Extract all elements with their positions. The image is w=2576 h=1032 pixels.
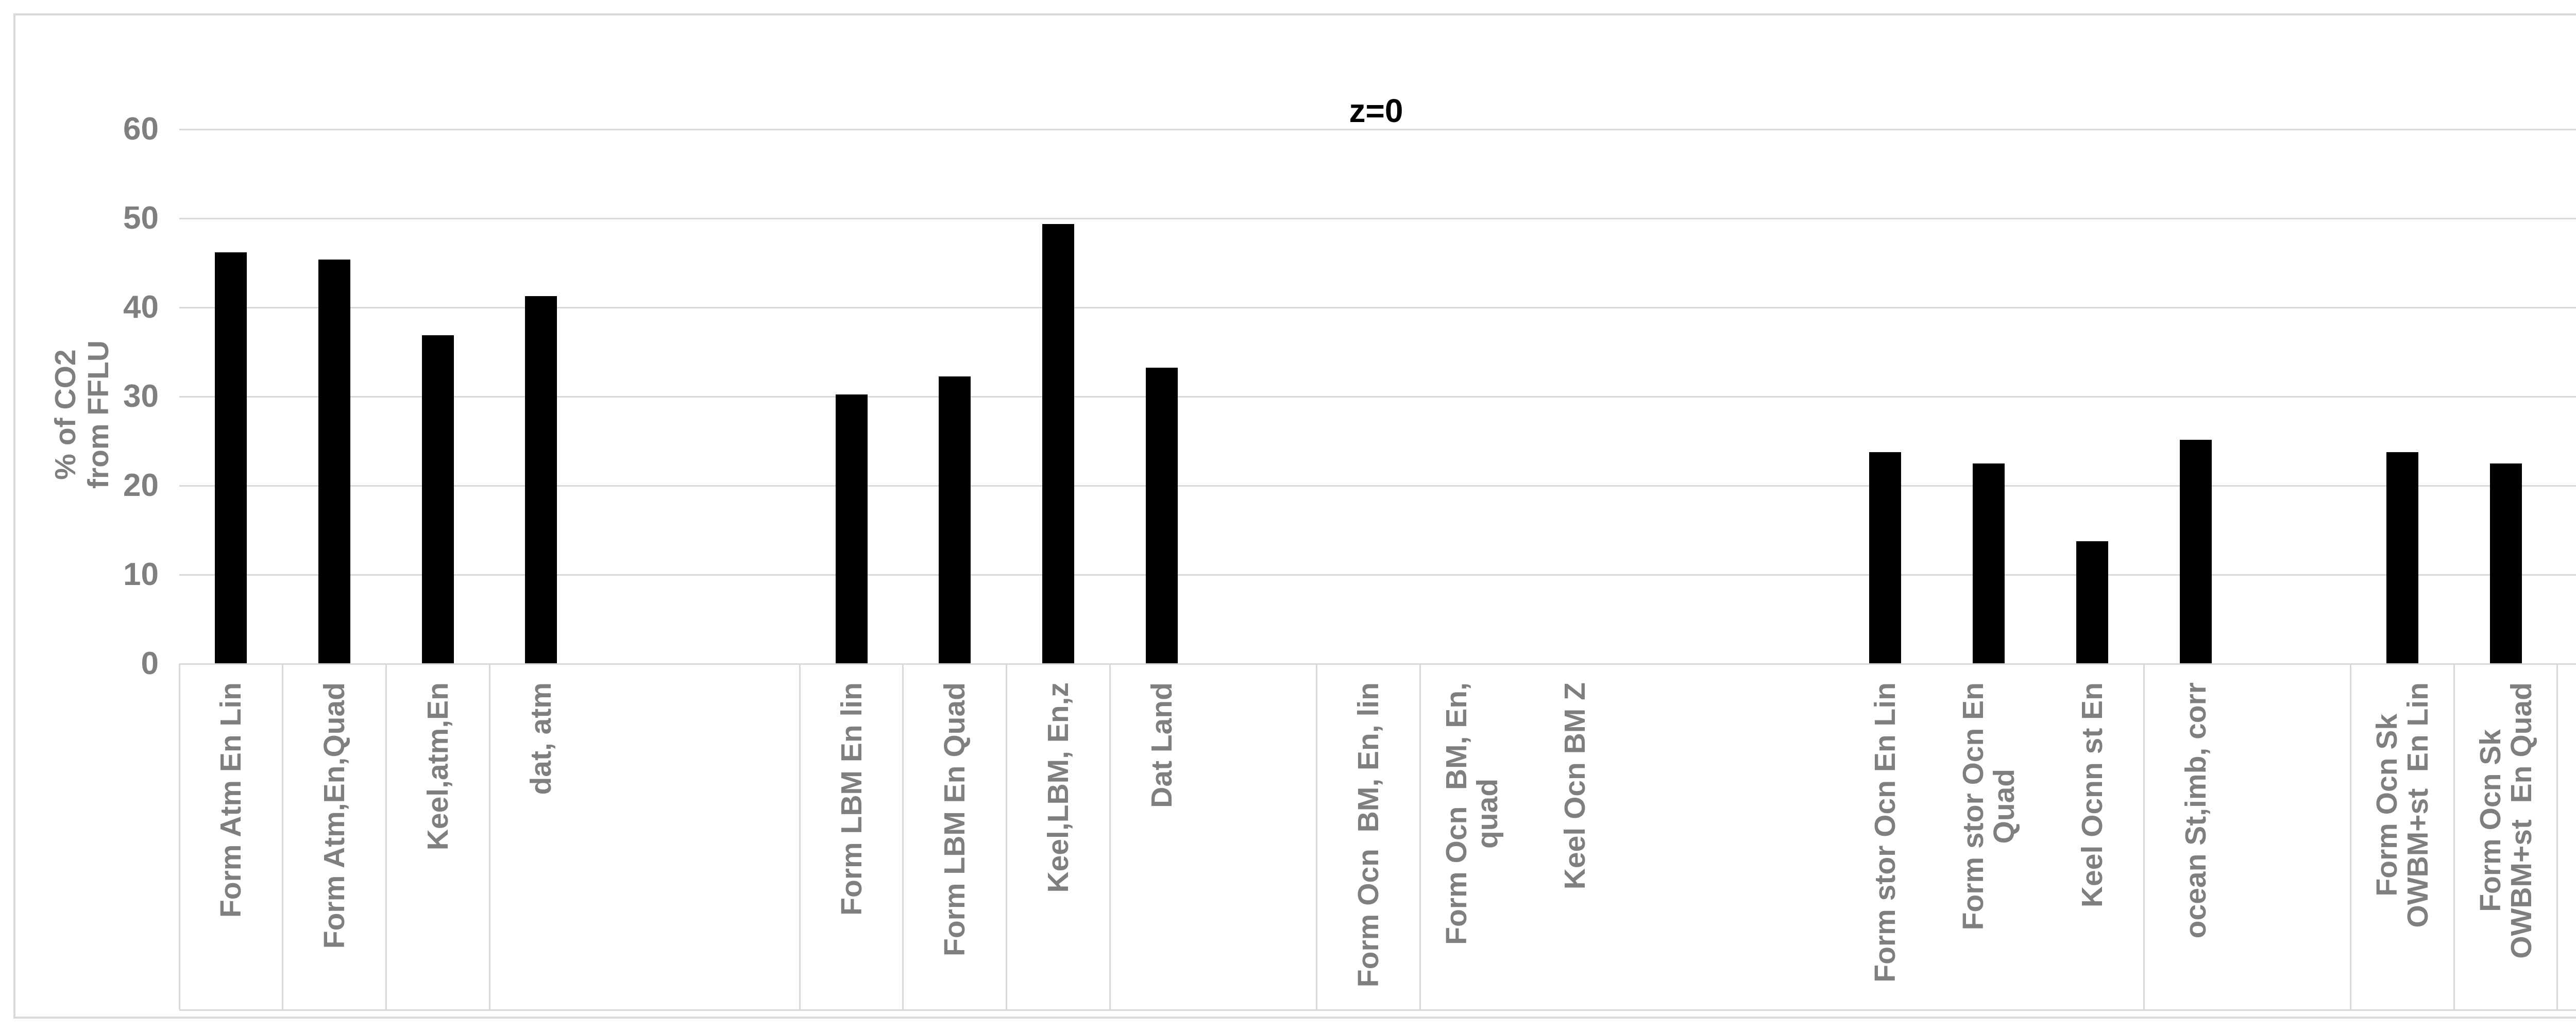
bar bbox=[2179, 439, 2212, 663]
chart-border bbox=[13, 13, 2576, 1019]
gridline bbox=[179, 128, 2576, 130]
y-tick-label: 50 bbox=[123, 200, 159, 236]
category-separator-line bbox=[385, 664, 387, 1009]
category-separator-line bbox=[1419, 664, 1421, 1009]
bar bbox=[939, 376, 971, 663]
category-separator-line bbox=[488, 664, 490, 1009]
gridline bbox=[179, 395, 2576, 398]
category-label: Form Ocn Sk OWBM+st En Quad bbox=[2473, 682, 2538, 959]
category-separator-line bbox=[902, 664, 904, 1009]
category-label: Form LBM En Quad bbox=[938, 682, 972, 956]
bar bbox=[1042, 224, 1074, 663]
chart-title: z=0 bbox=[1349, 92, 1403, 129]
bar bbox=[2076, 541, 2108, 663]
category-separator-line bbox=[2453, 664, 2455, 1009]
bar bbox=[525, 296, 557, 663]
y-tick-label: 10 bbox=[123, 557, 159, 592]
category-label: Form Atm,En,Quad bbox=[318, 682, 351, 949]
gridline bbox=[179, 485, 2576, 487]
bar bbox=[835, 394, 868, 663]
y-tick-label: 40 bbox=[123, 289, 159, 325]
category-label: Keel Ocn BM Z bbox=[1558, 682, 1592, 890]
bar bbox=[2489, 463, 2522, 663]
category-label: Form stor Ocn En Quad bbox=[1957, 682, 2021, 931]
category-separator-line bbox=[2556, 664, 2558, 1009]
category-label: Keel,LBM, En,z bbox=[1041, 682, 1075, 893]
y-tick-label: 20 bbox=[123, 468, 159, 503]
x-axis-line bbox=[179, 663, 2576, 665]
bar bbox=[1145, 367, 1178, 663]
gridline bbox=[179, 306, 2576, 308]
y-tick-label: 60 bbox=[123, 111, 159, 147]
bar bbox=[2386, 452, 2418, 663]
category-label: Form LBM En lin bbox=[835, 682, 868, 916]
category-separator-line bbox=[2350, 664, 2352, 1009]
category-label: Keel,atm,En bbox=[421, 682, 454, 851]
category-label: dat, atm bbox=[524, 682, 558, 795]
bar bbox=[1973, 463, 2005, 663]
category-separator-line bbox=[1006, 664, 1008, 1009]
bar bbox=[1869, 452, 1902, 663]
category-separator-line bbox=[282, 664, 284, 1009]
category-label: Form Ocn BM, En, quad bbox=[1439, 682, 1504, 945]
bar bbox=[421, 335, 454, 663]
category-label: Form Atm En Lin bbox=[214, 682, 248, 918]
gridline bbox=[179, 217, 2576, 219]
category-label: Dat Land bbox=[1145, 682, 1178, 808]
category-separator-line bbox=[799, 664, 801, 1009]
category-separator-line bbox=[178, 664, 180, 1009]
category-label: Form Ocn BM, En, lin bbox=[1351, 682, 1385, 988]
label-band-bottom-line bbox=[179, 1009, 2576, 1011]
category-label: Keel Ocnn st En bbox=[2075, 682, 2109, 908]
category-label: ocean St,imb, corr bbox=[2179, 682, 2212, 939]
category-separator-line bbox=[1316, 664, 1318, 1009]
category-label: Form stor Ocn En Lin bbox=[1869, 682, 1902, 983]
category-label: Form Ocn Sk OWBM+st En Lin bbox=[2370, 682, 2434, 928]
category-separator-line bbox=[2143, 664, 2145, 1009]
gridline bbox=[179, 574, 2576, 576]
bar bbox=[215, 252, 247, 663]
category-separator-line bbox=[1109, 664, 1111, 1009]
y-tick-label: 30 bbox=[123, 379, 159, 414]
bar bbox=[318, 260, 351, 663]
y-tick-label: 0 bbox=[141, 646, 159, 681]
